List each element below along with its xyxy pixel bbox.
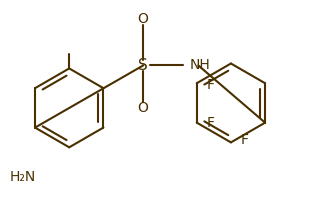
Text: O: O xyxy=(138,12,148,26)
Text: NH: NH xyxy=(189,58,210,72)
Text: O: O xyxy=(138,101,148,115)
Text: S: S xyxy=(138,58,148,73)
Text: F: F xyxy=(207,116,215,130)
Text: F: F xyxy=(207,78,215,92)
Text: F: F xyxy=(241,133,249,147)
Text: H₂N: H₂N xyxy=(10,170,36,184)
